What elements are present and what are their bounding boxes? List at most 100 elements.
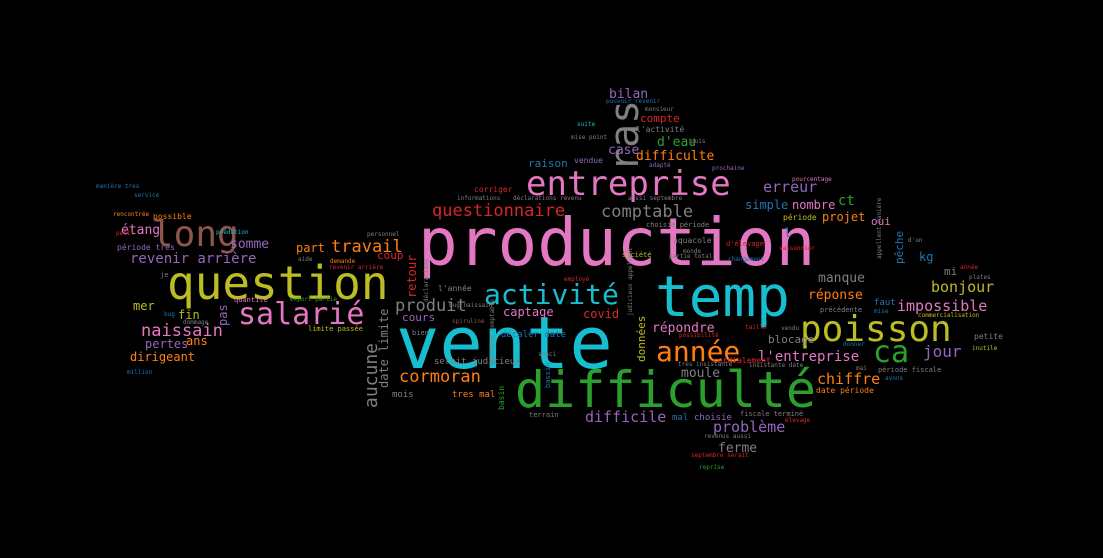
word-cloud-word: problème (713, 418, 786, 436)
word-cloud-word: mise point (571, 134, 608, 141)
word-cloud-word: commercialisation (918, 312, 980, 319)
word-cloud-word: ct (838, 193, 855, 209)
word-cloud-word: possibilité (679, 332, 719, 339)
word-cloud-word: très insistante (678, 361, 733, 368)
word-cloud-word: spiruline (452, 318, 485, 325)
word-cloud-word: projet (822, 210, 866, 224)
word-cloud-word: difficile (585, 408, 667, 426)
word-cloud-word: compte (640, 112, 680, 125)
word-cloud-word: répondre (652, 321, 715, 336)
word-cloud-word: bonjour (931, 278, 995, 296)
word-cloud-word: pourcentage (792, 176, 832, 183)
word-cloud-word: bassin (544, 362, 552, 388)
word-cloud-word: retour (405, 254, 419, 298)
word-cloud-word: cormoran (399, 367, 481, 387)
word-cloud-word: je (160, 271, 169, 279)
word-cloud-word: cordialement (713, 356, 771, 365)
word-cloud-word: captage (503, 305, 554, 319)
word-cloud-word: basin (497, 385, 506, 410)
word-cloud-word: prochaine (712, 165, 745, 172)
word-cloud-word: raison (528, 157, 568, 170)
word-cloud-word: activité (484, 278, 619, 311)
word-cloud-word: date limite (377, 308, 391, 388)
word-cloud-word: monsieur (645, 106, 674, 113)
word-cloud-word: changement (728, 256, 765, 263)
word-cloud-word: d'un (908, 237, 923, 244)
word-cloud-word: limite passée (308, 325, 363, 333)
word-cloud-word: monde (683, 248, 702, 255)
word-cloud-word: blocage (768, 333, 815, 346)
word-cloud-word: revenir arrière (130, 251, 257, 267)
word-cloud-word: entreprise (526, 164, 731, 204)
word-cloud-word: production (418, 204, 816, 281)
word-cloud-word: vendue (574, 156, 603, 165)
word-cloud-word: année (656, 335, 741, 368)
word-cloud-word: pêche (893, 230, 906, 264)
word-cloud-word: revenir arrière (329, 264, 384, 271)
word-cloud-word: période très (117, 243, 175, 252)
word-cloud-word: puis (691, 138, 706, 145)
word-cloud-word: ferme (718, 441, 758, 456)
word-cloud-word: fiscale terminé (740, 410, 804, 418)
word-cloud-word: adapté (649, 162, 671, 169)
word-cloud-word: temp (655, 265, 790, 330)
word-cloud-word: d'élevage (726, 240, 764, 248)
word-cloud-word: avons (885, 375, 904, 382)
word-cloud-word: dommage (183, 319, 209, 326)
word-cloud-word: million (127, 369, 153, 376)
word-cloud-word: difficulté (515, 361, 817, 419)
word-cloud-word: poisson (800, 309, 952, 350)
word-cloud-word: service (134, 192, 160, 199)
word-cloud-word: période (783, 213, 817, 222)
word-cloud-word: déclarations revenu (513, 195, 582, 202)
word-cloud-word: naissain (141, 321, 223, 341)
word-cloud-word: l'année (438, 284, 472, 293)
word-cloud-word: produit (395, 296, 467, 316)
word-cloud-word: vendu (781, 325, 800, 332)
word-cloud-word: l'activité (636, 125, 685, 134)
word-cloud-word: jour (923, 342, 962, 361)
word-cloud-word: kg (919, 250, 934, 264)
word-cloud-word: aussi septembre (628, 195, 683, 202)
word-cloud-word: souci (538, 351, 557, 358)
word-cloud-word: aquacole (673, 236, 712, 245)
word-cloud-word: case (608, 143, 640, 158)
word-cloud-word: bien (412, 329, 429, 337)
word-cloud-word: inutile (972, 345, 998, 352)
word-cloud-word: année (960, 264, 979, 271)
word-cloud-word: l (784, 226, 792, 240)
word-cloud-word: erreur (763, 178, 818, 196)
word-cloud-word: précédente (820, 306, 863, 314)
word-cloud-word: reprise (699, 464, 725, 471)
word-cloud-word: salarié (238, 297, 365, 332)
word-cloud-word: revenus aussi (704, 433, 751, 440)
word-cloud-word: vente (396, 301, 613, 385)
word-cloud-word: pas (216, 304, 230, 326)
word-cloud-word: demande (330, 258, 356, 265)
word-cloud-word: informations (457, 195, 501, 202)
word-cloud-word: covid (583, 307, 620, 321)
word-cloud-word: ca (873, 335, 910, 370)
word-cloud-word: saisonnier (779, 245, 816, 252)
word-cloud-word: décaler date (501, 330, 567, 340)
word-cloud-word: pouvoir revenir (606, 98, 661, 105)
word-cloud-word: élevage (785, 417, 811, 424)
word-cloud-word: part (296, 241, 325, 255)
word-cloud-word: personnel (367, 231, 400, 238)
word-cloud-word: long (152, 214, 239, 255)
word-cloud-word: rencontrée (113, 211, 150, 218)
word-cloud-word: étang (121, 223, 161, 238)
word-cloud-word: cours (402, 311, 436, 324)
word-cloud-word: réponse (808, 288, 863, 303)
word-cloud-word: quantité (234, 296, 268, 304)
word-cloud-word: choisie (694, 413, 732, 423)
word-cloud-word: choisie période (646, 221, 710, 229)
word-cloud-word: moule (681, 366, 721, 381)
word-cloud-word: faut (874, 298, 896, 308)
word-cloud-word: suite (577, 121, 596, 128)
word-cloud-word: terrain (529, 411, 559, 419)
word-cloud-word: taille (745, 324, 767, 331)
word-cloud-word: données (635, 315, 648, 362)
word-cloud-word: bug naissain (449, 302, 493, 309)
word-cloud-word: mi (944, 265, 958, 278)
